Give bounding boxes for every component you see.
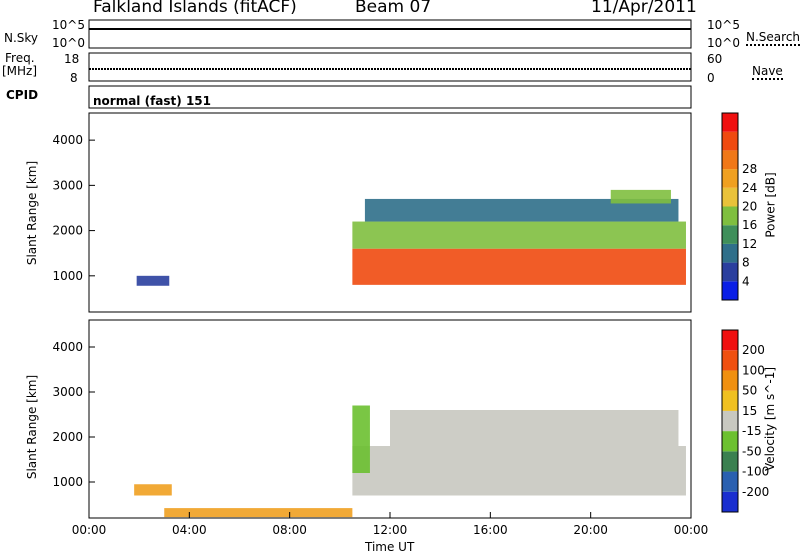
- power-colorbar-cell-2: [722, 243, 738, 263]
- velocity-echo-band-1: [352, 405, 370, 473]
- velocity-colorbar-tick-2: 50: [742, 384, 757, 398]
- velocity-colorbar-cell-3: [722, 431, 738, 452]
- nave-label: Nave: [752, 64, 783, 80]
- date-label: 11/Apr/2011: [591, 0, 697, 17]
- velocity-colorbar-frame: [721, 329, 739, 513]
- xtick-label-1: 04:00: [172, 523, 207, 537]
- velocity-ytick-label-1: 2000: [52, 430, 83, 444]
- power-colorbar-cell-3: [722, 225, 738, 244]
- velocity-colorbar-tick-3: 15: [742, 404, 757, 418]
- power-colorbar-cell-4: [722, 206, 738, 226]
- xtick-label-4: 16:00: [473, 523, 508, 537]
- freq-tick-top: 18: [64, 52, 80, 66]
- power-colorbar-tick-3: 16: [742, 218, 757, 232]
- noise-left-tick-top: 10^5: [52, 18, 85, 32]
- power-colorbar-cell-7: [722, 150, 738, 170]
- velocity-echo-band-0: [352, 446, 686, 496]
- noise-left-tick-bottom: 10^0: [52, 36, 85, 50]
- velocity-colorbar-cell-1: [722, 471, 738, 492]
- velocity-colorbar-cell-2: [722, 451, 738, 472]
- velocity-echo-band-2: [390, 410, 679, 446]
- power-colorbar-cell-6: [722, 169, 738, 188]
- xtick-label-6: 00:00: [674, 523, 709, 537]
- power-colorbar-tick-5: 24: [742, 181, 757, 195]
- velocity-echo-band-3: [134, 484, 172, 496]
- power-colorbar-cell-5: [722, 187, 738, 207]
- cpid-label: CPID: [6, 88, 39, 102]
- power-colorbar-tick-2: 12: [742, 237, 757, 251]
- power-colorbar-tick-1: 8: [742, 256, 750, 270]
- velocity-ytick-label-3: 4000: [52, 340, 83, 354]
- mode-label: normal (fast) 151: [93, 94, 211, 108]
- x-axis-label: Time UT: [365, 540, 415, 554]
- velocity-colorbar-tick-6: -100: [742, 465, 769, 479]
- noise-right-tick-bottom: 10^0: [707, 36, 740, 50]
- beam-label: Beam 07: [355, 0, 432, 17]
- velocity-colorbar-tick-0: 200: [742, 343, 765, 357]
- cpid-panel-frame: [88, 85, 692, 109]
- plot-title: Falkland Islands (fitACF): [93, 0, 297, 17]
- power-ytick-label-3: 4000: [52, 133, 83, 147]
- xtick-label-5: 20:00: [573, 523, 608, 537]
- velocity-colorbar-cell-7: [722, 350, 738, 371]
- n-search-label: N.Search: [746, 30, 800, 46]
- power-colorbar-frame: [721, 112, 739, 301]
- power-colorbar-tick-4: 20: [742, 200, 757, 214]
- power-colorbar-cell-0: [722, 281, 738, 300]
- velocity-colorbar-cell-5: [722, 390, 738, 411]
- power-echo-band-1: [352, 248, 686, 285]
- power-echo-band-4: [610, 189, 671, 204]
- freq-unit-label: [MHz]: [2, 64, 38, 78]
- velocity-colorbar-tick-4: -15: [742, 424, 762, 438]
- freq-label: Freq.: [5, 51, 35, 65]
- xtick-label-0: 00:00: [72, 523, 107, 537]
- velocity-colorbar-cell-0: [722, 491, 738, 512]
- freq-tick-bottom: 8: [70, 71, 78, 85]
- velocity-colorbar-tick-5: -50: [742, 444, 762, 458]
- velocity-ytick-label-2: 3000: [52, 385, 83, 399]
- nave-tick-bottom: 0: [707, 71, 715, 85]
- velocity-ytick-label-0: 1000: [52, 475, 83, 489]
- power-colorbar-cell-9: [722, 113, 738, 132]
- power-ytick-label-2: 3000: [52, 178, 83, 192]
- xtick-label-2: 08:00: [272, 523, 307, 537]
- velocity-colorbar-cell-8: [722, 330, 738, 351]
- xtick-label-3: 12:00: [373, 523, 408, 537]
- velocity-colorbar-cell-6: [722, 370, 738, 391]
- power-echo-band-2: [352, 221, 686, 249]
- power-echo-band-3: [364, 198, 679, 222]
- power-colorbar-tick-0: 4: [742, 274, 750, 288]
- velocity-colorbar-tick-1: 100: [742, 363, 765, 377]
- velocity-echo-band-4: [164, 508, 353, 518]
- power-echo-band-0: [136, 275, 170, 286]
- power-colorbar-tick-6: 28: [742, 162, 757, 176]
- power-colorbar-cell-8: [722, 131, 738, 151]
- power-ytick-label-0: 1000: [52, 269, 83, 283]
- noise-panel-frame: [88, 19, 692, 49]
- velocity-colorbar-cell-4: [722, 410, 738, 432]
- noise-right-tick-top: 10^5: [707, 18, 740, 32]
- velocity-colorbar-tick-7: -200: [742, 485, 769, 499]
- power-colorbar-cell-1: [722, 262, 738, 282]
- power-ytick-label-1: 2000: [52, 224, 83, 238]
- nave-tick-top: 60: [707, 52, 723, 66]
- freq-panel-frame: [88, 52, 692, 82]
- n-sky-label: N.Sky: [4, 31, 39, 45]
